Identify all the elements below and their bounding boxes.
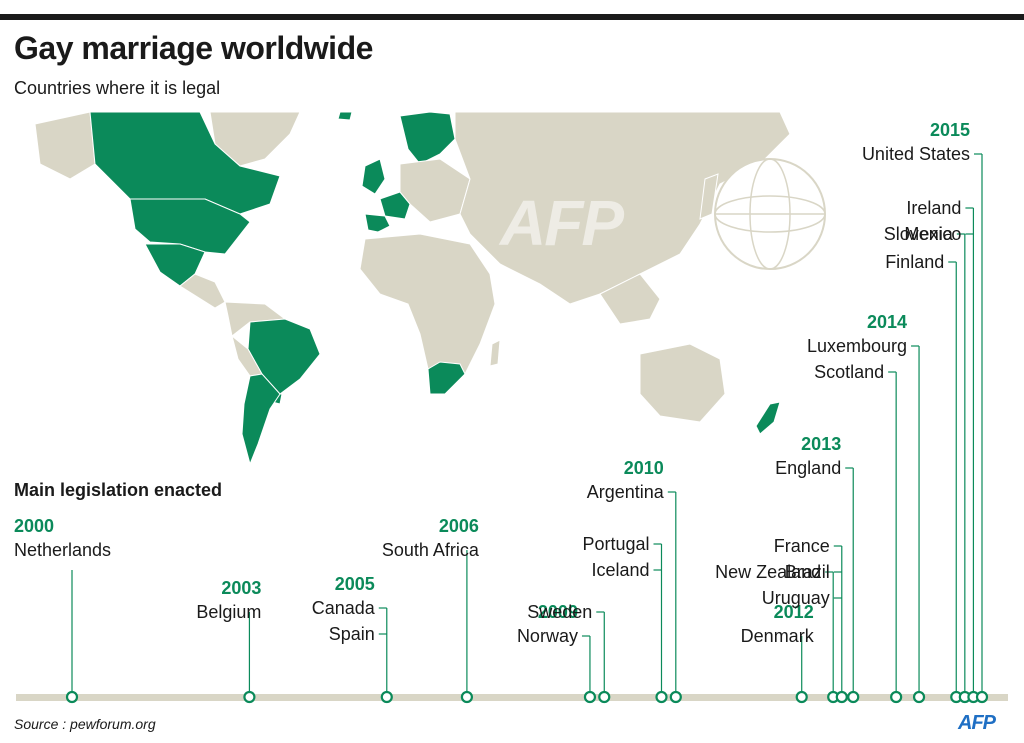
timeline-event: Belgium 2003 [196,578,261,704]
country-label: Slovenia [884,224,954,244]
country-label: New Zealand [715,562,821,582]
timeline-event: Argentina 2010 [587,458,682,704]
year-label: 2015 [930,120,970,140]
year-label: 2005 [335,574,375,594]
country-label: Denmark [741,626,815,646]
timeline-point [380,690,393,704]
country-label: Norway [517,626,578,646]
timeline-point [655,690,668,704]
timeline-event: Canada Spain 2005 [312,574,393,704]
timeline-point [598,690,611,704]
timeline-point [890,690,903,704]
country-label: England [775,458,841,478]
timeline-point [669,690,682,704]
country-label: Luxembourg [807,336,907,356]
year-label: 2012 [774,602,814,622]
afp-logo: AFP [958,712,996,734]
timeline-point [847,690,860,704]
timeline-point [835,690,848,704]
madagascar [489,339,501,367]
chart-subtitle: Countries where it is legal [14,78,221,98]
south-africa [427,361,466,395]
central-america [179,273,226,309]
source-note: Source : pewforum.org [14,716,156,732]
new-zealand [755,401,781,435]
country-label: Mexico [904,224,961,244]
timeline-point [795,690,808,704]
timeline-event: Norway 2009 [517,602,597,704]
australia [639,343,726,423]
france [379,191,411,220]
chart-title: Gay marriage worldwide [14,30,373,66]
year-label: 2000 [14,516,54,536]
timeline-axis [16,694,1008,701]
globe-icon [714,158,826,270]
timeline-event: Ireland Mexico [904,198,980,704]
timeline-event: England 2013 [775,434,860,704]
country-label: Canada [312,598,376,618]
alaska [34,111,96,180]
scandinavia [399,111,456,165]
year-label: 2003 [221,578,261,598]
country-label: France [774,536,830,556]
canada [89,111,281,215]
country-label: Brazil [785,562,830,582]
timeline-event: Sweden [527,602,611,704]
year-label: 2009 [538,602,578,622]
timeline-event: Luxembourg 2014 [807,312,926,704]
afp-watermark: AFP [500,187,624,259]
timeline-event: South Africa 2006 [382,516,480,704]
year-label: 2013 [801,434,841,454]
country-label: Netherlands [14,540,111,560]
central-europe [399,158,471,223]
timeline-point [975,690,989,704]
timeline-point [243,690,256,704]
uk-ireland [361,158,386,195]
country-label: Scotland [814,362,884,382]
timeline-event: France Brazil Uruguay [762,536,848,704]
timeline-point [460,690,474,704]
timeline-event: Finland [885,252,963,704]
section-heading: Main legislation enacted [14,480,223,500]
country-label: Finland [885,252,944,272]
japan [699,173,719,220]
iceland [337,111,353,121]
year-label: 2010 [624,458,664,478]
timeline-event: Portugal Iceland [582,534,668,704]
country-label: Sweden [527,602,592,622]
country-label: Uruguay [762,588,830,608]
country-label: Portugal [582,534,649,554]
country-label: Argentina [587,482,665,502]
timeline-event: Netherlands 2000 [14,516,111,704]
timeline-event: United States 2015 [862,120,989,704]
timeline-point [65,690,79,704]
timeline-event: New Zealand [715,562,840,704]
united-states [129,198,251,255]
world-map [34,111,826,466]
top-rule [0,14,1024,20]
iberia [364,213,391,233]
country-label: Spain [329,624,375,644]
country-label: United States [862,144,970,164]
timeline-event: Scotland [814,362,903,704]
country-label: South Africa [382,540,480,560]
timeline-point [583,690,597,704]
timeline-event: Denmark 2012 [741,602,815,704]
country-label: Belgium [196,602,261,622]
country-label: Iceland [591,560,649,580]
argentina [241,373,281,466]
year-label: 2006 [439,516,479,536]
year-label: 2014 [867,312,907,332]
timeline-point [912,690,926,704]
southeast-asia [599,273,661,325]
country-label: Ireland [906,198,961,218]
